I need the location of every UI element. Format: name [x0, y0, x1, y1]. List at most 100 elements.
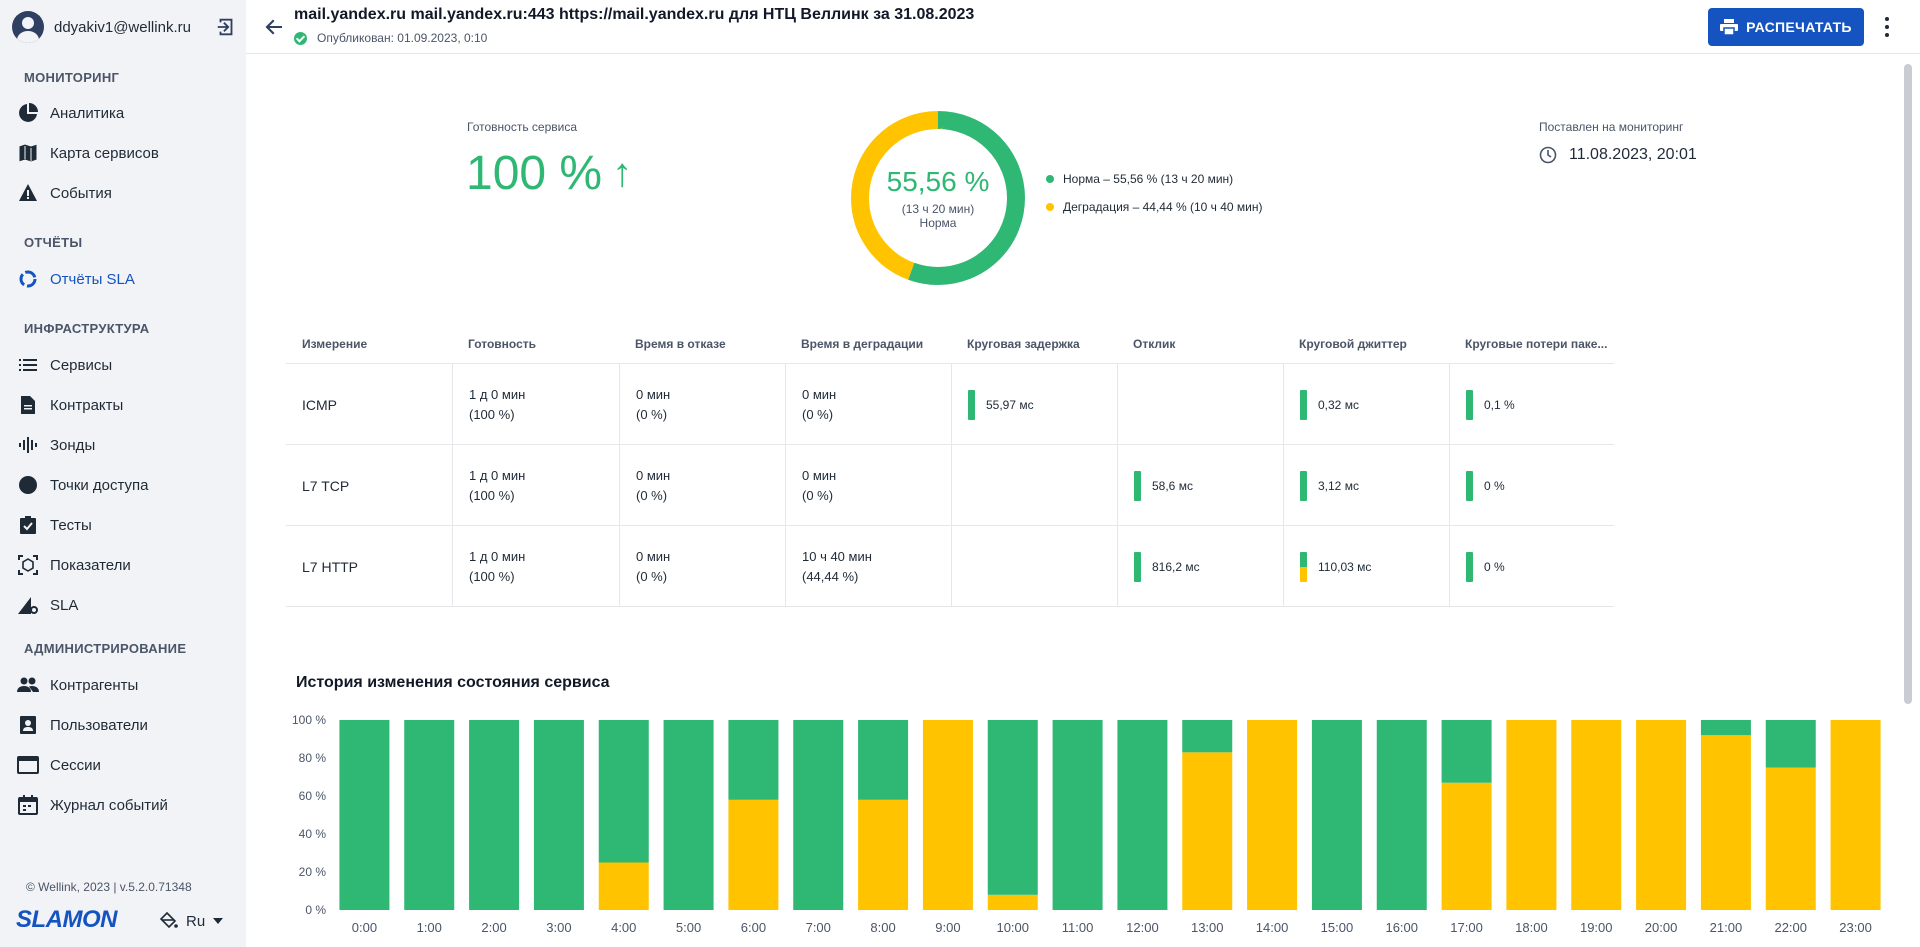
language-select[interactable]: Ru — [160, 912, 224, 930]
cell-line: 1 д 0 мин — [469, 386, 526, 402]
availability-label: Готовность сервиса — [467, 120, 577, 134]
history-title: История изменения состояния сервиса — [296, 674, 610, 691]
column-header[interactable]: Время в деградации — [801, 337, 924, 351]
sidebar-item-label: Отчёты SLA — [50, 270, 135, 288]
sidebar-item-tests[interactable]: Тесты — [16, 510, 236, 540]
sidebar-item-label: Зонды — [50, 436, 96, 454]
sidebar-item-users[interactable]: Пользователи — [16, 710, 236, 740]
sidebar-item-indicators[interactable]: Показатели — [16, 550, 236, 580]
bar-degradation[interactable] — [1830, 720, 1881, 910]
column-header[interactable]: Круговой джиттер — [1299, 337, 1407, 351]
bar-norm[interactable] — [728, 720, 779, 800]
bar-degradation[interactable] — [1636, 720, 1687, 910]
cell-loss: 0 % — [1449, 445, 1614, 526]
table-row[interactable]: L7 HTTP 1 д 0 мин (100 %) 0 мин (0 %) 10 ч… — [286, 526, 1614, 607]
copyright: © Wellink, 2023 | v.5.2.0.71348 — [26, 880, 192, 894]
sidebar-item-service-map[interactable]: Карта сервисов — [16, 138, 236, 168]
sidebar-item-label: Тесты — [50, 516, 92, 534]
page-title: mail.yandex.ru mail.yandex.ru:443 https:… — [294, 6, 975, 23]
bar-norm[interactable] — [1765, 720, 1816, 768]
bar-degradation[interactable] — [728, 799, 779, 910]
monitoring-since-label: Поставлен на мониторинг — [1539, 120, 1684, 134]
avatar[interactable] — [12, 11, 44, 43]
bar-norm[interactable] — [404, 720, 455, 910]
metric-value: 816,2 мс — [1152, 559, 1200, 574]
column-header[interactable]: Круговые потери паке... — [1465, 337, 1608, 351]
bar-degradation[interactable] — [858, 799, 909, 910]
sidebar-item-counterparties[interactable]: Контрагенты — [16, 670, 236, 700]
bar-degradation[interactable] — [1182, 752, 1233, 910]
x-tick-label: 13:00 — [1191, 920, 1224, 935]
logout-icon[interactable] — [214, 15, 238, 39]
donut-state: Норма — [919, 216, 957, 230]
x-tick-label: 15:00 — [1321, 920, 1354, 935]
legend-dot-norm — [1046, 175, 1054, 183]
table-row[interactable]: L7 TCP 1 д 0 мин (100 %) 0 мин (0 %) 0 мин… — [286, 445, 1614, 526]
bar-norm[interactable] — [987, 720, 1038, 895]
donut-slice-degradation — [851, 111, 1025, 285]
sidebar-item-contracts[interactable]: Контракты — [16, 390, 236, 420]
bar-norm[interactable] — [598, 720, 649, 863]
cell-readiness: 1 д 0 мин (100 %) — [452, 526, 619, 607]
bar-norm[interactable] — [1376, 720, 1427, 910]
bar-degradation[interactable] — [598, 862, 649, 911]
page-header: mail.yandex.ru mail.yandex.ru:443 https:… — [246, 0, 1920, 54]
bar-degradation[interactable] — [1247, 720, 1298, 910]
cell-loss: 0 % — [1449, 526, 1614, 607]
x-tick-label: 9:00 — [935, 920, 960, 935]
bar-norm[interactable] — [793, 720, 844, 910]
sidebar-item-events[interactable]: События — [16, 178, 236, 208]
bar-degradation[interactable] — [1506, 720, 1557, 910]
table-row[interactable]: ICMP 1 д 0 мин (100 %) 0 мин (0 %) 0 мин (0… — [286, 364, 1614, 445]
print-button[interactable]: РАСПЕЧАТАТЬ — [1708, 8, 1864, 46]
sidebar-item-sla-reports[interactable]: Отчёты SLA — [16, 264, 236, 294]
bar-norm[interactable] — [1052, 720, 1103, 910]
column-header[interactable]: Время в отказе — [635, 337, 726, 351]
sidebar-item-label: Карта сервисов — [50, 144, 159, 162]
x-tick-label: 17:00 — [1450, 920, 1483, 935]
column-header[interactable]: Круговая задержка — [967, 337, 1080, 351]
cell-readiness: 1 д 0 мин (100 %) — [452, 445, 619, 526]
sidebar-item-services[interactable]: Сервисы — [16, 350, 236, 380]
back-arrow-icon[interactable] — [262, 15, 286, 39]
cell-line: (100 %) — [469, 568, 515, 584]
sidebar-item-label: Сервисы — [50, 356, 113, 374]
bar-degradation[interactable] — [987, 894, 1038, 910]
bar-norm[interactable] — [1182, 720, 1233, 753]
column-header[interactable]: Готовность — [468, 337, 537, 351]
document-icon — [16, 393, 40, 417]
cell-jitter: 3,12 мс — [1283, 445, 1449, 526]
sidebar-item-sessions[interactable]: Сессии — [16, 750, 236, 780]
column-header[interactable]: Измерение — [302, 337, 368, 351]
sidebar-item-sla[interactable]: SLA — [16, 590, 236, 620]
bar-degradation[interactable] — [1700, 735, 1751, 910]
user-card-icon — [16, 713, 40, 737]
bar-norm[interactable] — [1117, 720, 1168, 910]
bar-degradation[interactable] — [1765, 767, 1816, 911]
legend-degradation-label: Деградация – 44,44 % (10 ч 40 мин) — [1063, 200, 1263, 214]
bar-norm[interactable] — [1311, 720, 1362, 910]
bar-norm[interactable] — [533, 720, 584, 910]
bar-norm[interactable] — [858, 720, 909, 800]
bar-degradation[interactable] — [922, 720, 973, 910]
x-tick-label: 23:00 — [1839, 920, 1872, 935]
scrollbar[interactable] — [1904, 64, 1912, 704]
bar-degradation[interactable] — [1441, 782, 1492, 910]
sidebar-item-probes[interactable]: Зонды — [16, 430, 236, 460]
sidebar-item-analytics[interactable]: Аналитика — [16, 98, 236, 128]
more-menu-icon[interactable] — [1882, 17, 1892, 37]
check-circle-icon — [294, 31, 307, 45]
column-header[interactable]: Отклик — [1133, 337, 1176, 351]
bar-norm[interactable] — [1441, 720, 1492, 783]
bar-norm[interactable] — [339, 720, 390, 910]
sidebar-item-access-points[interactable]: Точки доступа — [16, 470, 236, 500]
bar-degradation[interactable] — [1571, 720, 1622, 910]
metric-value: 3,12 мс — [1318, 478, 1359, 493]
bar-norm[interactable] — [1700, 720, 1751, 736]
status-bar — [1300, 389, 1307, 420]
status-bar — [1466, 470, 1473, 501]
availability-value: 100 % ↑ — [466, 146, 632, 201]
sidebar-item-event-log[interactable]: Журнал событий — [16, 790, 236, 820]
bar-norm[interactable] — [469, 720, 520, 910]
bar-norm[interactable] — [663, 720, 714, 910]
